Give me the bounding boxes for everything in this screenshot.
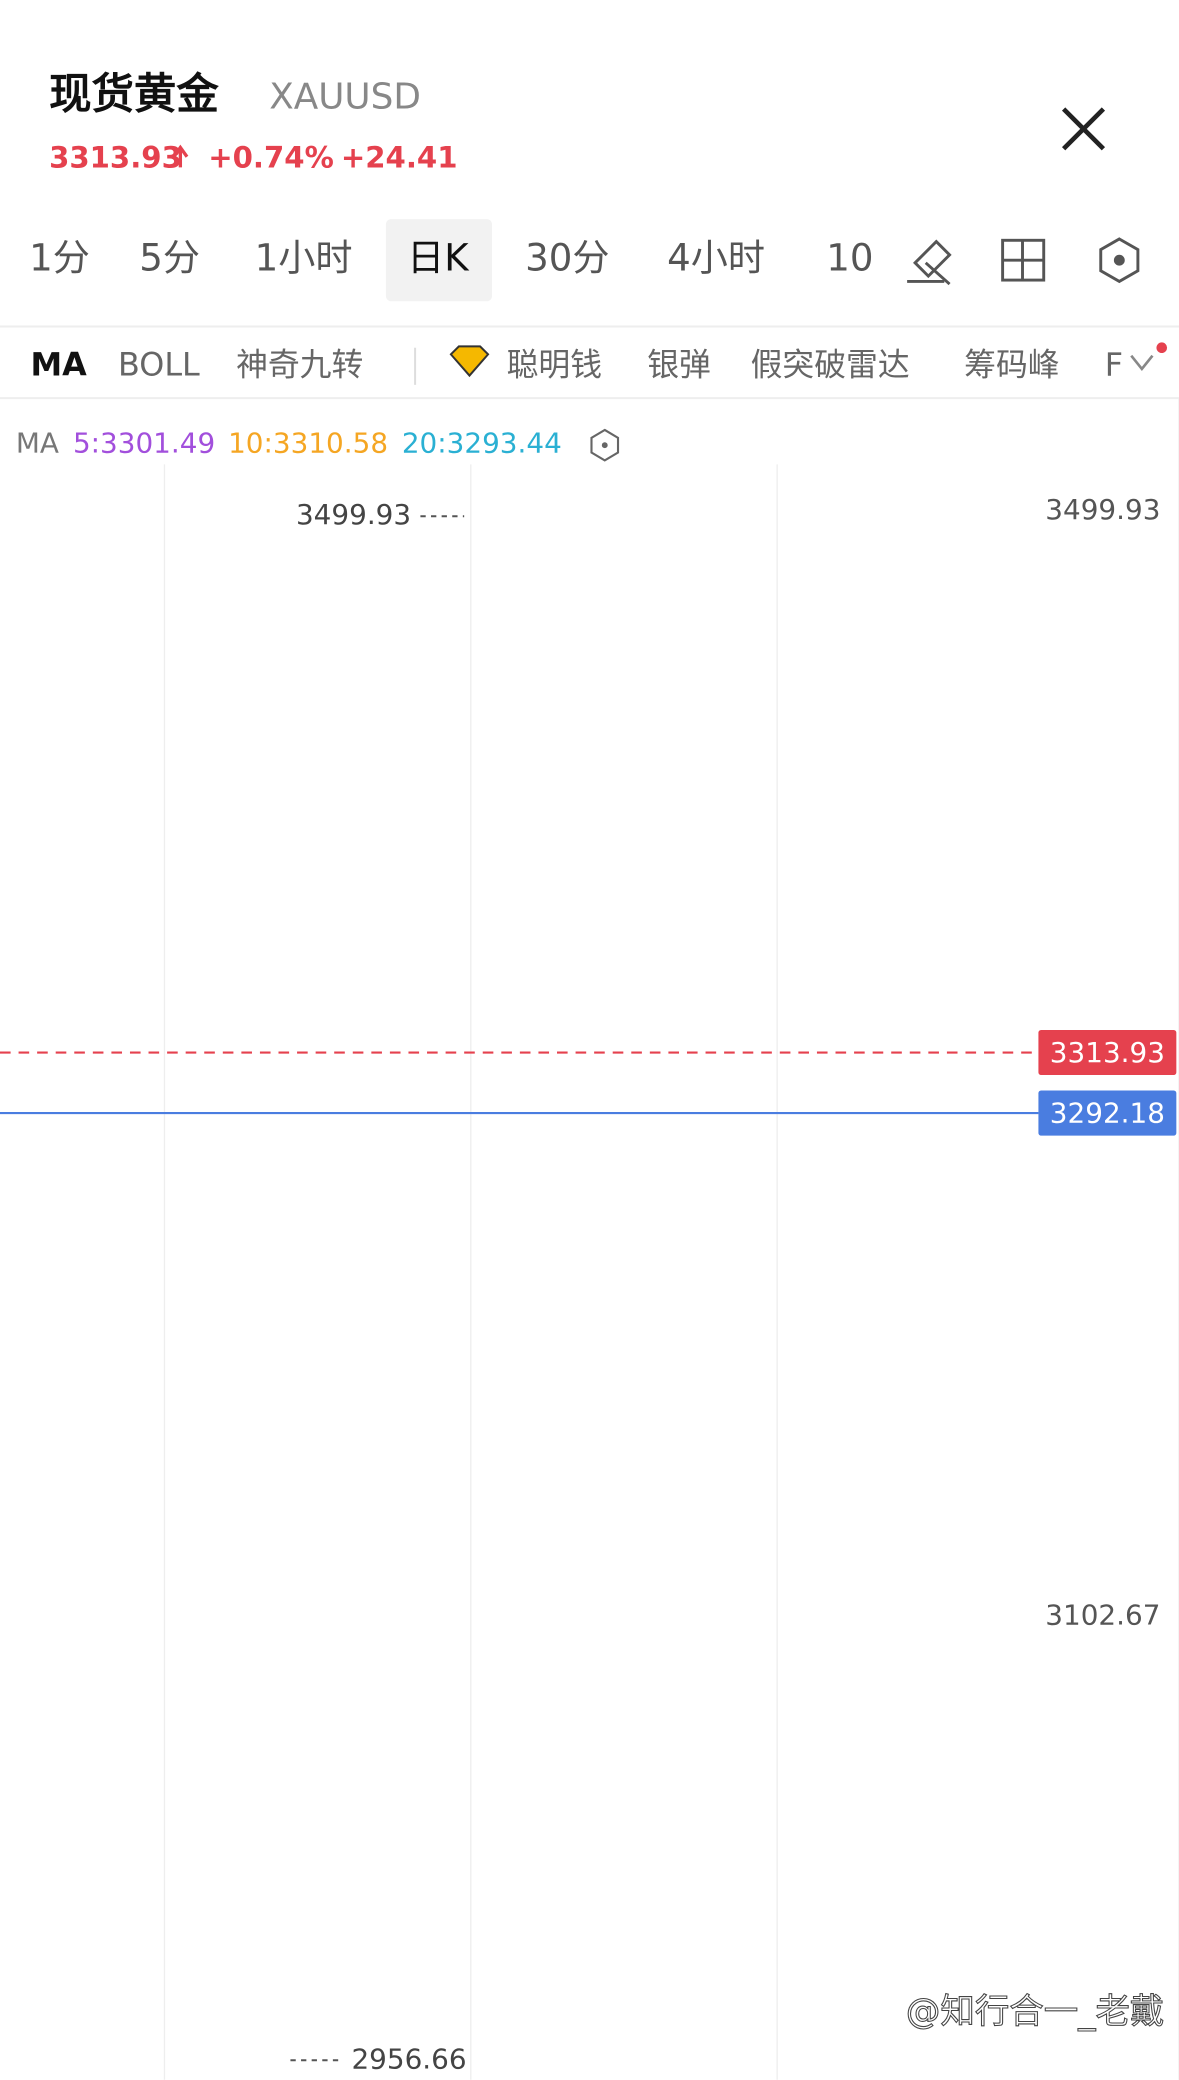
more-chevron[interactable] [1130,354,1154,372]
indicator[interactable]: BOLL [118,345,200,383]
tab[interactable]: 1分 [29,237,90,280]
close-button[interactable] [1061,107,1106,151]
y-tick-label: 3102.67 [1045,1599,1160,1632]
tab[interactable]: 1小时 [255,237,353,280]
diamond-icon [449,345,490,378]
legend-entry: 5:3301.49 [73,427,215,460]
legend-entry: 20:3293.44 [402,427,562,460]
legend: 5:3301.49 10:3310.58 20:3293.44 [73,427,562,460]
change: +24.41 [341,140,458,174]
extreme-label: 3499.93 [296,498,411,531]
indicator[interactable]: MA [31,345,88,383]
y-tick-label: 3499.93 [1045,493,1160,526]
layout-icon-grid [1002,240,1044,281]
draw-icon[interactable] [907,239,952,286]
legend-entry: 10:3310.58 [228,427,388,460]
change-pct: +0.74% [208,140,334,174]
tab[interactable]: 10 [826,237,873,280]
price-tag [1038,1090,1177,1136]
price: 3313.93 [49,140,182,174]
indicator[interactable]: 聪明钱 [507,345,602,383]
price-tag-label: 3292.18 [1050,1096,1165,1129]
price-tag [1038,1029,1177,1076]
selected-tab-bg [385,219,493,302]
legend-settings-dot [601,442,608,449]
tab[interactable]: 30分 [525,237,609,280]
title: 现货黄金 [49,71,219,120]
indicator[interactable]: 神奇九转 [236,345,363,383]
indicator[interactable]: F [1105,345,1123,383]
notice-dot [1156,342,1168,354]
settings-icon[interactable] [1099,237,1140,284]
overlay: 3499.93 3102.67 3313.93 3292.18 3499.93 2956.… [0,493,1177,2075]
indicator[interactable]: 假突破雷达 [751,345,910,383]
indicator[interactable]: 筹码峰 [964,345,1059,383]
symbol: XAUUSD [269,76,421,117]
extreme-label: 2956.66 [351,2042,466,2075]
toolbar-icons [907,237,1140,286]
tab[interactable]: 日K [407,237,470,280]
indicator-bar: MA BOLL 神奇九转 聪明钱 银弹 假突破雷达 筹码峰 F [31,345,1124,383]
tab[interactable]: 5分 [139,237,200,280]
legend-settings[interactable] [590,428,620,462]
up-arrow [172,144,189,168]
indicator[interactable]: 银弹 [647,345,711,383]
settings-icon-dot [1113,254,1125,266]
tab-bar: 1分 5分 1小时 日K 30分 4小时 10 [29,237,873,280]
tab[interactable]: 4小时 [667,237,765,280]
legend-prefix: MA [16,427,59,460]
watermark: @知行合一_老戴 [906,1992,1165,2032]
price-tag-label: 3313.93 [1050,1036,1165,1069]
